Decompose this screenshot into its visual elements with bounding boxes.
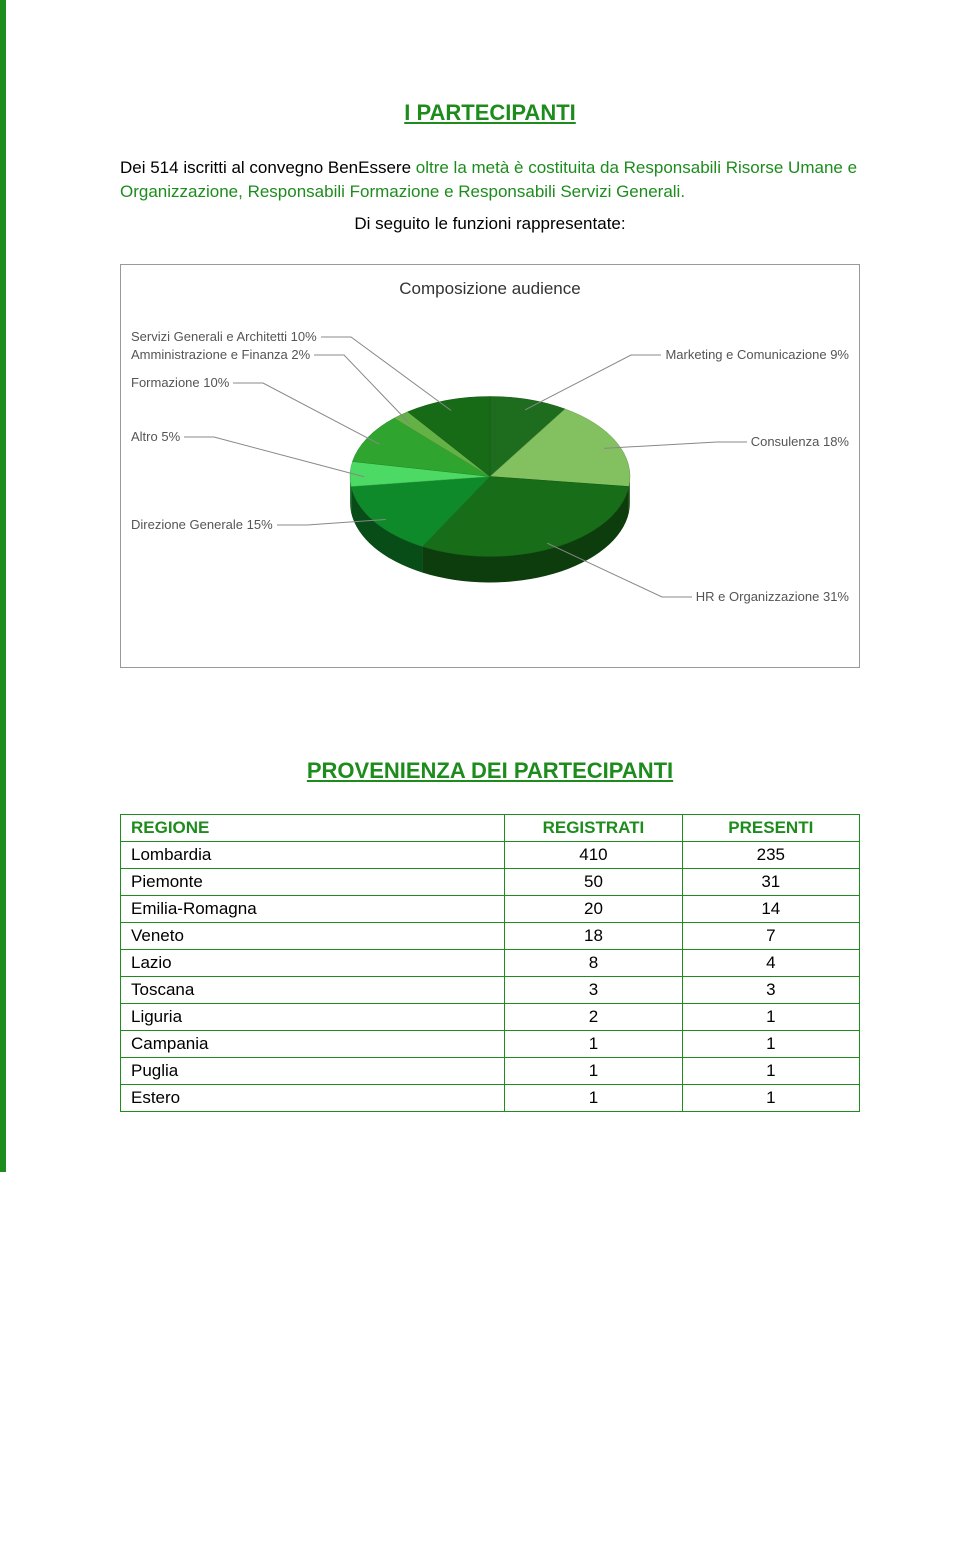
cell-presenti: 1 <box>682 1084 859 1111</box>
cell-presenti: 1 <box>682 1030 859 1057</box>
cell-registrati: 1 <box>505 1057 682 1084</box>
cell-region: Lazio <box>121 949 505 976</box>
cell-presenti: 4 <box>682 949 859 976</box>
page-content: I PARTECIPANTI Dei 514 iscritti al conve… <box>0 0 960 1172</box>
pie-label: HR e Organizzazione 31% <box>696 589 849 604</box>
cell-registrati: 50 <box>505 868 682 895</box>
pie-label: Consulenza 18% <box>751 434 849 449</box>
cell-presenti: 31 <box>682 868 859 895</box>
cell-presenti: 1 <box>682 1003 859 1030</box>
table-row: Lombardia410235 <box>121 841 860 868</box>
cell-region: Lombardia <box>121 841 505 868</box>
pie-label: Altro 5% <box>131 429 180 444</box>
page-title: I PARTECIPANTI <box>120 100 860 126</box>
audience-chart-container: Composizione audience Servizi Generali e… <box>120 264 860 668</box>
cell-region: Veneto <box>121 922 505 949</box>
col-registrati: REGISTRATI <box>505 814 682 841</box>
provenance-table: REGIONE REGISTRATI PRESENTI Lombardia410… <box>120 814 860 1112</box>
cell-presenti: 7 <box>682 922 859 949</box>
intro-subline: Di seguito le funzioni rappresentate: <box>120 214 860 234</box>
page-accent-bar <box>0 0 6 1172</box>
col-regione: REGIONE <box>121 814 505 841</box>
pie-label: Marketing e Comunicazione 9% <box>665 347 849 362</box>
table-row: Liguria21 <box>121 1003 860 1030</box>
table-row: Lazio84 <box>121 949 860 976</box>
cell-region: Toscana <box>121 976 505 1003</box>
cell-region: Estero <box>121 1084 505 1111</box>
table-row: Campania11 <box>121 1030 860 1057</box>
table-header-row: REGIONE REGISTRATI PRESENTI <box>121 814 860 841</box>
table-row: Emilia-Romagna2014 <box>121 895 860 922</box>
cell-presenti: 1 <box>682 1057 859 1084</box>
table-row: Estero11 <box>121 1084 860 1111</box>
pie-label: Amministrazione e Finanza 2% <box>131 347 310 362</box>
cell-registrati: 1 <box>505 1030 682 1057</box>
cell-region: Campania <box>121 1030 505 1057</box>
table-row: Veneto187 <box>121 922 860 949</box>
cell-region: Puglia <box>121 1057 505 1084</box>
chart-title: Composizione audience <box>129 279 851 299</box>
intro-part1: Dei 514 iscritti al convegno BenEssere <box>120 158 416 177</box>
cell-region: Piemonte <box>121 868 505 895</box>
cell-registrati: 1 <box>505 1084 682 1111</box>
cell-registrati: 20 <box>505 895 682 922</box>
pie-label: Servizi Generali e Architetti 10% <box>131 329 317 344</box>
cell-region: Liguria <box>121 1003 505 1030</box>
cell-region: Emilia-Romagna <box>121 895 505 922</box>
pie-chart <box>330 376 650 601</box>
cell-registrati: 3 <box>505 976 682 1003</box>
pie-label: Direzione Generale 15% <box>131 517 273 532</box>
cell-presenti: 14 <box>682 895 859 922</box>
col-presenti: PRESENTI <box>682 814 859 841</box>
cell-presenti: 3 <box>682 976 859 1003</box>
table-row: Piemonte5031 <box>121 868 860 895</box>
chart-area: Servizi Generali e Architetti 10% Amminis… <box>129 329 851 649</box>
provenance-title: PROVENIENZA DEI PARTECIPANTI <box>120 758 860 784</box>
cell-registrati: 2 <box>505 1003 682 1030</box>
cell-presenti: 235 <box>682 841 859 868</box>
intro-paragraph: Dei 514 iscritti al convegno BenEssere o… <box>120 156 860 204</box>
pie-label: Formazione 10% <box>131 375 229 390</box>
cell-registrati: 18 <box>505 922 682 949</box>
table-row: Puglia11 <box>121 1057 860 1084</box>
cell-registrati: 8 <box>505 949 682 976</box>
table-row: Toscana33 <box>121 976 860 1003</box>
cell-registrati: 410 <box>505 841 682 868</box>
